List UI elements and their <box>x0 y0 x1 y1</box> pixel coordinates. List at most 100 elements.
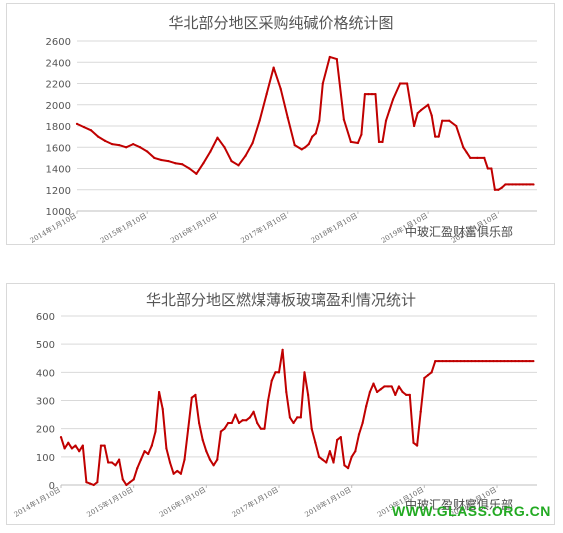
data-point <box>150 444 153 447</box>
y-tick-label: 1400 <box>46 165 71 176</box>
data-point <box>349 140 352 144</box>
data-point <box>274 371 277 374</box>
data-point <box>230 159 233 163</box>
data-point <box>437 359 440 363</box>
data-point <box>223 146 226 149</box>
data-point <box>201 438 204 442</box>
data-point <box>500 186 503 189</box>
data-point <box>202 162 205 165</box>
data-point <box>483 156 486 159</box>
data-point <box>281 348 284 351</box>
data-point <box>114 464 117 467</box>
data-point <box>492 359 495 363</box>
chart-title: 华北部分地区燃煤薄板玻璃盈利情况统计 <box>146 291 416 309</box>
data-point <box>293 144 296 147</box>
data-point <box>132 142 135 146</box>
data-point <box>160 158 163 162</box>
y-tick-label: 1200 <box>46 186 71 197</box>
data-point <box>350 455 353 458</box>
data-point <box>139 458 143 461</box>
y-tick-label: 1000 <box>46 207 71 218</box>
data-point <box>179 472 183 475</box>
data-point <box>437 135 440 138</box>
data-point <box>394 393 397 396</box>
data-point <box>470 359 473 363</box>
data-point <box>488 359 491 363</box>
data-point <box>237 421 241 425</box>
data-point <box>321 458 324 461</box>
data-point <box>506 359 510 363</box>
data-point <box>245 419 248 422</box>
data-point <box>136 467 139 470</box>
data-point <box>251 141 254 145</box>
y-tick-label: 600 <box>36 312 55 323</box>
data-point <box>85 481 88 484</box>
data-point <box>59 436 63 439</box>
x-tick-label: 2018年1月10日 <box>303 485 353 519</box>
data-point <box>279 87 282 90</box>
data-point <box>504 183 507 186</box>
data-point <box>409 103 412 106</box>
data-point <box>459 359 462 363</box>
data-point <box>161 407 164 411</box>
data-point <box>317 455 321 458</box>
data-point <box>223 427 226 430</box>
data-point <box>384 119 388 122</box>
data-point <box>426 374 430 377</box>
data-point <box>252 410 255 413</box>
thin-glass-profit-chart: 华北部分地区燃煤薄板玻璃盈利情况统计 中玻汇盈财富俱乐部 0 100 200 300 4… <box>6 283 555 525</box>
data-point <box>455 124 458 128</box>
data-point <box>441 359 444 363</box>
data-point <box>493 188 496 191</box>
data-point <box>465 151 468 154</box>
data-point <box>78 450 81 453</box>
data-point <box>528 359 531 363</box>
data-point <box>427 103 430 106</box>
data-point <box>477 359 480 363</box>
data-point <box>208 458 212 461</box>
y-tick-label: 1600 <box>46 143 71 154</box>
data-point <box>455 359 459 363</box>
data-point <box>511 183 514 186</box>
data-point <box>485 359 488 363</box>
data-point <box>310 427 313 430</box>
x-tick-label: 2016年1月10日 <box>169 211 219 245</box>
data-point <box>107 461 110 464</box>
data-point <box>332 461 335 464</box>
data-point <box>434 135 437 138</box>
data-point <box>423 376 426 380</box>
data-point <box>346 467 350 470</box>
data-point <box>474 359 477 363</box>
x-tick-label: 2015年1月10日 <box>99 211 149 245</box>
data-point <box>168 461 172 464</box>
y-tick-label: 2600 <box>46 37 71 48</box>
data-point <box>118 144 121 147</box>
data-point <box>248 416 252 419</box>
data-point <box>405 82 409 85</box>
data-point <box>154 430 157 433</box>
data-point <box>510 359 513 363</box>
data-point <box>342 118 345 121</box>
y-tick-label: 400 <box>36 368 55 379</box>
series-line <box>76 55 534 191</box>
data-point <box>110 461 113 464</box>
data-point <box>328 450 331 453</box>
data-point <box>272 66 275 69</box>
y-tick-label: 300 <box>36 397 55 408</box>
x-tick-label: 2014年1月10日 <box>12 485 62 519</box>
soda-ash-price-chart-canvas: 华北部分地区采购纯碱价格统计图 中玻汇盈财富俱乐部 1000 1200 1400 16… <box>28 14 537 245</box>
data-point <box>81 444 84 447</box>
y-tick-label: 0 <box>49 481 55 492</box>
data-point <box>336 438 339 442</box>
data-point <box>503 359 506 363</box>
data-point <box>397 385 401 388</box>
data-point <box>311 135 314 138</box>
watermark-text: 中玻汇盈财富俱乐部 <box>405 497 513 512</box>
data-point <box>452 359 455 363</box>
data-point <box>532 183 535 186</box>
data-point <box>430 371 433 374</box>
data-point <box>441 119 444 122</box>
data-point <box>88 482 92 485</box>
data-point <box>398 82 402 85</box>
data-point <box>237 164 240 167</box>
